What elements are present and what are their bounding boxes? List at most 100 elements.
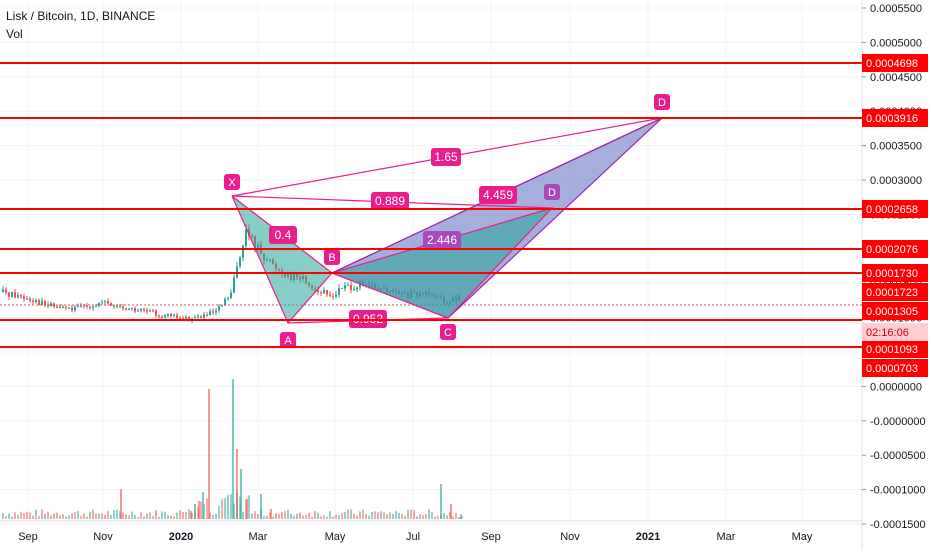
volume-bar: [395, 511, 397, 519]
level-price-tag: [862, 54, 928, 72]
volume-bar: [122, 512, 124, 519]
volume-bar: [227, 494, 229, 519]
candle-body: [233, 277, 235, 293]
candle-body: [182, 318, 184, 320]
point-a-box: [280, 332, 296, 348]
volume-bar: [2, 513, 4, 519]
volume-bar: [452, 516, 454, 519]
candle-body: [134, 308, 136, 312]
time-tick-label: 2020: [169, 531, 193, 543]
candle-body: [11, 292, 13, 297]
volume-spike: [450, 504, 452, 519]
time-tick-label: Mar: [717, 531, 736, 543]
candle-body: [341, 288, 343, 290]
point-d1-label: D: [548, 187, 556, 199]
candle-body: [245, 229, 247, 246]
volume-bar: [377, 512, 379, 519]
volume-bar: [383, 512, 385, 519]
volume-bar: [359, 511, 361, 519]
volume-label: Vol: [6, 27, 23, 41]
candle-body: [128, 308, 130, 311]
point-d2-box: [654, 94, 670, 110]
candle-body: [146, 309, 148, 312]
volume-bar: [428, 509, 430, 519]
candle-body: [158, 315, 160, 317]
candle-body: [224, 298, 226, 306]
candle-body: [116, 305, 118, 307]
candle-body: [167, 313, 169, 316]
point-a-label: A: [284, 335, 292, 347]
volume-bar: [305, 514, 307, 519]
point-b-box: [324, 249, 340, 265]
volume-bar: [8, 513, 10, 519]
volume-bar: [329, 511, 331, 519]
volume-bar: [83, 513, 85, 519]
volume-bar: [158, 516, 160, 519]
volume-bar: [95, 513, 97, 519]
candle-body: [152, 310, 154, 312]
volume-bar: [263, 515, 265, 519]
candle-body: [38, 300, 40, 306]
candle-body: [329, 294, 331, 297]
price-tick-label: 0.0003000: [870, 175, 922, 187]
volume-bar: [380, 511, 382, 519]
volume-spike: [198, 501, 200, 519]
volume-bar: [422, 515, 424, 519]
volume-bar: [437, 515, 439, 519]
level-price-text: 0.0002658: [866, 204, 918, 216]
volume-bar: [89, 511, 91, 519]
candle-body: [212, 311, 214, 313]
volume-bar: [407, 509, 409, 519]
volume-bar: [176, 512, 178, 519]
candle-body: [89, 306, 91, 309]
horizontal-levels: 0.0004698 0.0003916 0.0002658 0.0002076 0.00…: [0, 54, 928, 377]
volume-bar: [413, 510, 415, 519]
ratio-xb-1-box: [269, 226, 297, 244]
volume-bar: [116, 509, 118, 519]
candle-body: [65, 306, 67, 308]
ratio-xd-2-label: 1.65: [434, 150, 458, 164]
volume-bar: [179, 510, 181, 519]
volume-bar: [320, 516, 322, 519]
ratio-xd-1-box: [371, 192, 409, 210]
volume-bar: [326, 516, 328, 519]
volume-bar: [140, 512, 142, 519]
candle-body: [59, 306, 61, 308]
price-tick-label: 0.0003500: [870, 141, 922, 153]
volume-bar: [317, 512, 319, 519]
ratio-bd-1-box: [423, 231, 461, 249]
volume-bar: [278, 513, 280, 519]
price-tick-label: -0.0000500: [870, 450, 926, 462]
candle-body: [131, 308, 133, 310]
volume-bar: [389, 512, 391, 519]
candle-body: [26, 298, 28, 300]
volume-bar: [86, 516, 88, 519]
time-tick-label: Sep: [18, 531, 38, 543]
volume-bar: [110, 514, 112, 519]
volume-bar: [365, 514, 367, 519]
candle-body: [62, 306, 64, 308]
countdown-tag: [862, 323, 928, 341]
price-tick-label: 0.0004500: [870, 72, 922, 84]
candle-body: [200, 316, 202, 318]
volume-bar: [371, 512, 373, 519]
candle-body: [332, 296, 334, 298]
volume-bar: [125, 514, 127, 519]
volume-spike: [236, 449, 238, 519]
volume-bar: [23, 513, 25, 519]
volume-bar: [35, 509, 37, 519]
candle-body: [104, 301, 106, 303]
volume-bar: [266, 515, 268, 519]
candle-body: [119, 306, 121, 308]
volume-spike: [120, 489, 122, 519]
candle-body: [155, 310, 157, 316]
volume-bar: [65, 516, 67, 519]
candle-body: [110, 303, 112, 306]
candle-body: [68, 307, 70, 309]
volume-spike: [208, 389, 210, 519]
volume-bar: [14, 512, 16, 519]
candle-body: [209, 311, 211, 315]
candle-body: [23, 296, 25, 299]
candle-body: [137, 310, 139, 312]
